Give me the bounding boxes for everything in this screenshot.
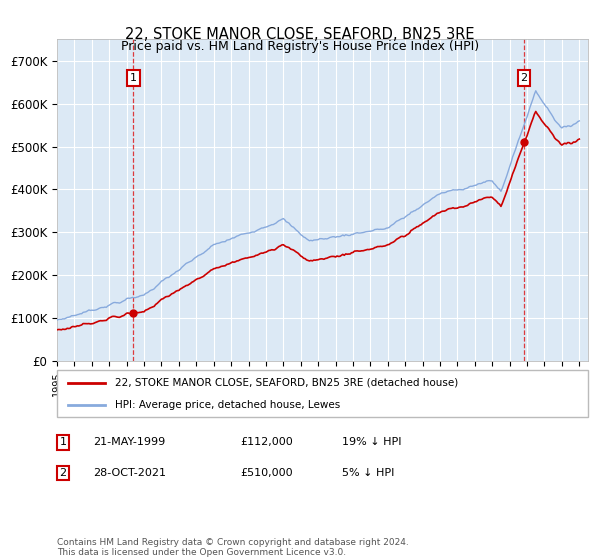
Text: 1: 1 [59, 437, 67, 447]
Text: 2: 2 [521, 73, 527, 83]
Text: 22, STOKE MANOR CLOSE, SEAFORD, BN25 3RE: 22, STOKE MANOR CLOSE, SEAFORD, BN25 3RE [125, 27, 475, 42]
Text: 1: 1 [130, 73, 137, 83]
Text: 21-MAY-1999: 21-MAY-1999 [93, 437, 165, 447]
Text: 22, STOKE MANOR CLOSE, SEAFORD, BN25 3RE (detached house): 22, STOKE MANOR CLOSE, SEAFORD, BN25 3RE… [115, 378, 458, 388]
FancyBboxPatch shape [57, 370, 588, 417]
Text: 19% ↓ HPI: 19% ↓ HPI [342, 437, 401, 447]
Text: £510,000: £510,000 [240, 468, 293, 478]
Text: Price paid vs. HM Land Registry's House Price Index (HPI): Price paid vs. HM Land Registry's House … [121, 40, 479, 53]
Text: HPI: Average price, detached house, Lewes: HPI: Average price, detached house, Lewe… [115, 400, 341, 410]
Text: 28-OCT-2021: 28-OCT-2021 [93, 468, 166, 478]
Text: £112,000: £112,000 [240, 437, 293, 447]
Text: Contains HM Land Registry data © Crown copyright and database right 2024.
This d: Contains HM Land Registry data © Crown c… [57, 538, 409, 557]
Text: 5% ↓ HPI: 5% ↓ HPI [342, 468, 394, 478]
Text: 2: 2 [59, 468, 67, 478]
